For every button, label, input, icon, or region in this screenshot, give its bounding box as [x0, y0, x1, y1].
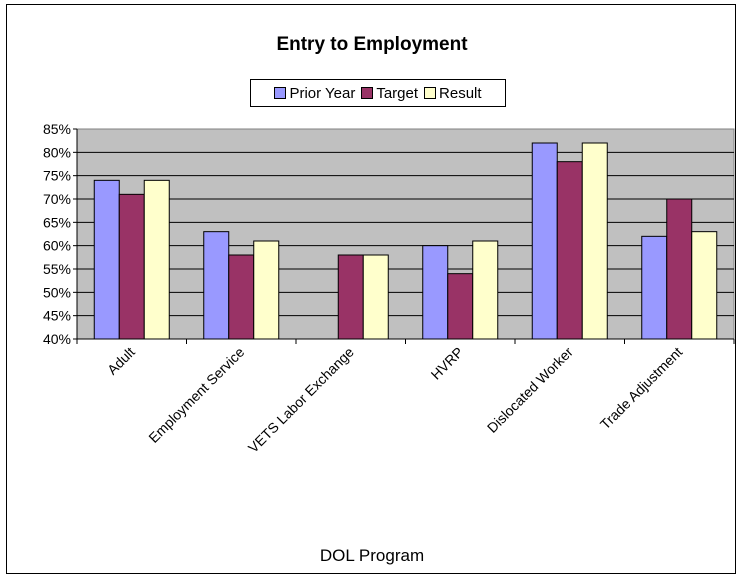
legend-label-target: Target — [376, 84, 419, 102]
bar-target — [666, 198, 693, 340]
y-tick-label: 65% — [43, 214, 71, 230]
bar-target — [118, 193, 145, 340]
bar-result — [143, 179, 170, 340]
x-category-label: HVRP — [428, 344, 467, 383]
y-tick-label: 70% — [43, 191, 71, 207]
y-tick-label: 50% — [43, 284, 71, 300]
bar-target — [228, 254, 255, 340]
plot-area — [76, 128, 735, 340]
bar-prior-year — [93, 179, 120, 340]
x-axis-label: DOL Program — [319, 546, 425, 565]
x-category-label: Trade Adjustment — [597, 344, 686, 433]
legend: Prior Year Target Result — [250, 79, 506, 107]
bar-result — [472, 240, 499, 340]
x-category-label: Dislocated Worker — [484, 344, 576, 436]
x-category-label: VETS Labor Exchange — [245, 344, 357, 456]
legend-label-result: Result — [439, 84, 482, 102]
bar-prior-year — [641, 235, 668, 340]
bar-target — [447, 273, 474, 340]
bar-result — [362, 254, 389, 340]
y-tick-label: 85% — [43, 121, 71, 137]
y-tick-label: 60% — [43, 238, 71, 254]
legend-swatch-prior-year — [274, 87, 287, 99]
legend-item-prior-year: Prior Year — [274, 85, 355, 102]
bar-result — [253, 240, 280, 340]
legend-label-prior-year: Prior Year — [289, 84, 356, 102]
legend-swatch-target — [361, 87, 374, 99]
bar-prior-year — [203, 231, 230, 340]
y-tick-label: 80% — [43, 144, 71, 160]
y-tick-label: 40% — [43, 331, 71, 347]
bar-result — [581, 142, 608, 340]
legend-item-result: Result — [424, 85, 482, 102]
legend-swatch-result — [424, 87, 437, 99]
bar-prior-year — [531, 142, 558, 340]
chart-title: Entry to Employment — [276, 34, 468, 55]
legend-item-target: Target — [361, 85, 418, 102]
bar-target — [556, 161, 583, 340]
bar-prior-year — [422, 245, 449, 340]
y-tick-label: 45% — [43, 308, 71, 324]
y-tick-label: 55% — [43, 261, 71, 277]
y-tick-label: 75% — [43, 168, 71, 184]
x-category-label: Adult — [104, 344, 138, 378]
bar-result — [691, 231, 718, 340]
bar-target — [337, 254, 364, 340]
x-category-label: Employment Service — [145, 344, 247, 446]
